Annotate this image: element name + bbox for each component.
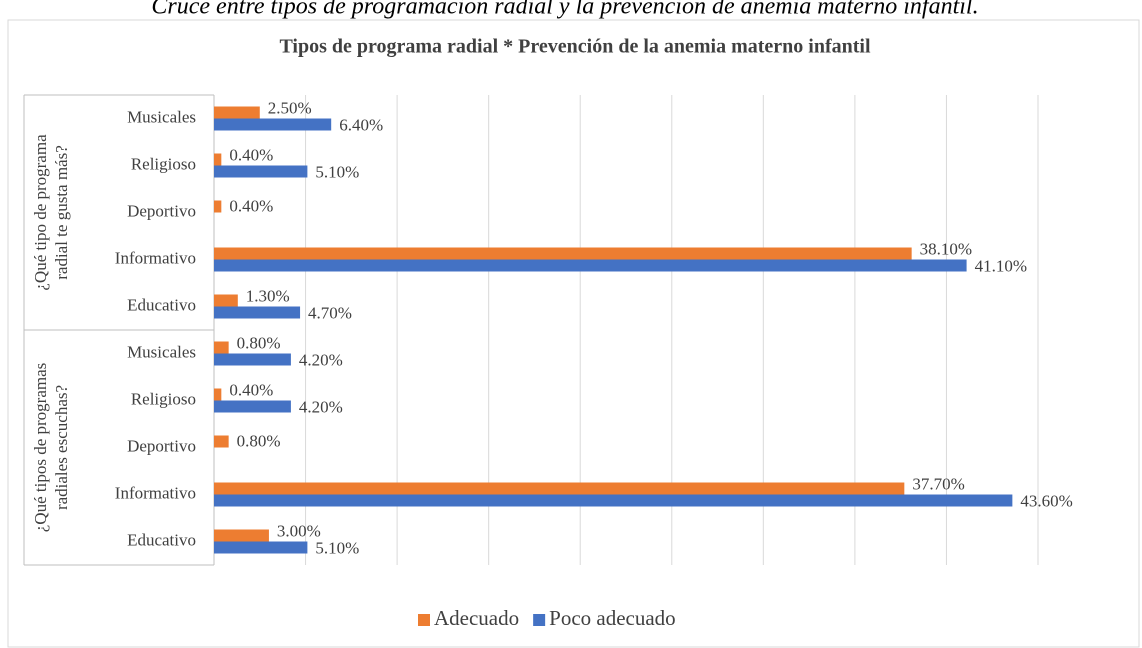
data-label: 0.40% <box>229 196 273 215</box>
y-tick-label: Deportivo <box>127 436 196 455</box>
y-tick-label: Informativo <box>115 483 196 502</box>
bar <box>214 153 222 166</box>
data-label: 38.10% <box>920 239 972 258</box>
bar <box>214 200 222 213</box>
data-label: 4.20% <box>299 397 343 416</box>
data-label: 4.20% <box>299 350 343 369</box>
y-tick-label: Informativo <box>115 248 196 267</box>
data-label: 41.10% <box>975 256 1027 275</box>
y-tick-label: Musicales <box>127 342 196 361</box>
data-label: 2.50% <box>268 98 312 117</box>
y-tick-label: Educativo <box>127 295 196 314</box>
data-label: 43.60% <box>1020 491 1072 510</box>
group-label: radiales escuchas? <box>52 385 71 510</box>
bar <box>214 494 1013 507</box>
bar <box>214 435 229 448</box>
y-tick-label: Religioso <box>131 389 196 408</box>
y-tick-label: Deportivo <box>127 201 196 220</box>
data-label: 6.40% <box>339 115 383 134</box>
data-label: 3.00% <box>277 521 321 540</box>
caption: Cruce entre tipos de programación radial… <box>151 0 978 20</box>
data-label: 4.70% <box>308 303 352 322</box>
data-label: 37.70% <box>912 474 964 493</box>
bar <box>214 247 912 260</box>
y-tick-label: Musicales <box>127 107 196 126</box>
data-label: 0.80% <box>237 431 281 450</box>
legend-swatch <box>533 614 546 626</box>
bar <box>214 529 269 542</box>
y-tick-label: Religioso <box>131 154 196 173</box>
y-tick-label: Educativo <box>127 530 196 549</box>
bar <box>214 482 905 495</box>
group-label: ¿Qué tipos de programas <box>31 363 50 532</box>
data-label: 5.10% <box>315 538 359 557</box>
bar <box>214 388 222 401</box>
bar <box>214 259 967 272</box>
chart-title: Tipos de programa radial * Prevención de… <box>279 36 871 58</box>
bar <box>214 106 260 119</box>
data-label: 0.40% <box>229 380 273 399</box>
chart-border <box>7 19 1140 648</box>
bar <box>214 165 308 178</box>
bar <box>214 400 291 413</box>
legend-label: Adecuado <box>434 606 519 630</box>
data-label: 0.80% <box>237 333 281 352</box>
bar <box>214 353 291 366</box>
data-label: 0.40% <box>229 145 273 164</box>
data-label: 1.30% <box>246 286 290 305</box>
bar <box>214 306 301 319</box>
legend-swatch <box>418 614 430 626</box>
bar <box>214 341 229 354</box>
group-label: ¿Qué tipo de programa <box>31 134 50 291</box>
bar <box>214 541 308 554</box>
data-label: 5.10% <box>315 162 359 181</box>
group-label: radial te gusta más? <box>52 145 71 280</box>
bar <box>214 294 238 307</box>
bar <box>214 118 332 131</box>
legend-label: Poco adecuado <box>549 606 676 630</box>
